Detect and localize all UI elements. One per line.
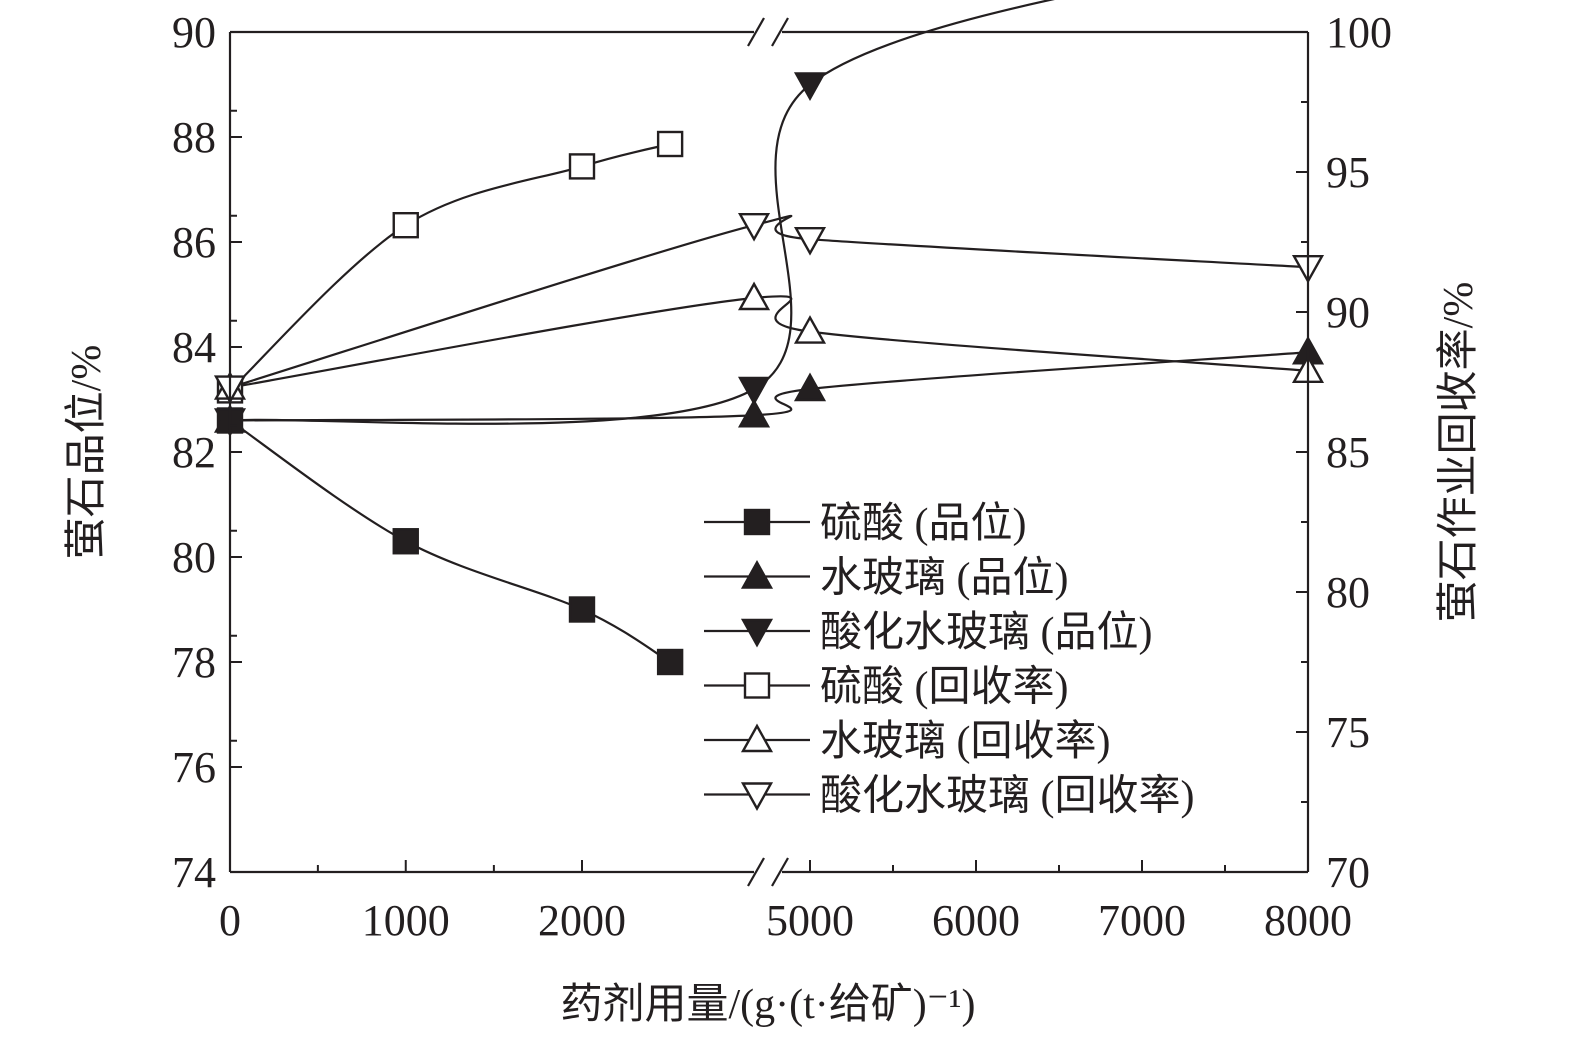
- y-right-tick-label: 100: [1326, 8, 1392, 57]
- y-left-tick-label: 88: [172, 113, 216, 162]
- y-left-tick-label: 86: [172, 218, 216, 267]
- series-line-1: [229, 419, 671, 663]
- series-line-2: [229, 351, 1309, 422]
- x-tick-label: 7000: [1098, 896, 1186, 945]
- legend-label: 硫酸 (品位): [820, 500, 1026, 547]
- plot-frame: [228, 17, 1310, 887]
- x-tick-label: 5000: [766, 896, 854, 945]
- data-point-series-1: [656, 648, 684, 676]
- legend-marker: [743, 508, 771, 536]
- y-right-tick-label: 85: [1326, 428, 1370, 477]
- data-point-series-5: [737, 281, 771, 311]
- x-tick-label: 2000: [538, 896, 626, 945]
- legend-label: 酸化水玻璃 (回收率): [820, 773, 1194, 820]
- data-point-series-1: [568, 596, 596, 623]
- y-axis-title-right: 萤石作业回收率/%: [1435, 282, 1482, 623]
- y-left-tick-label: 84: [172, 323, 216, 372]
- y-left-tick-label: 90: [172, 8, 216, 57]
- x-tick-label: 0: [219, 896, 241, 945]
- data-point-series-2: [737, 398, 771, 428]
- data-point-series-4: [656, 130, 684, 158]
- x-axis-title: 药剂用量/(g·(t·给矿)⁻¹): [560, 982, 975, 1028]
- data-point-series-2: [793, 372, 827, 402]
- series-line-5: [229, 295, 1309, 389]
- data-point-series-3: [793, 72, 827, 101]
- legend-marker: [743, 672, 771, 699]
- legend-marker: [740, 723, 774, 753]
- legend-item: 水玻璃 (回收率): [704, 718, 1110, 765]
- y-axis-title-left: 萤石品位/%: [63, 345, 110, 560]
- y-left-tick-label: 74: [172, 848, 216, 897]
- x-tick-label: 6000: [932, 896, 1020, 945]
- legend-item: 水玻璃 (品位): [704, 555, 1068, 602]
- legend: 硫酸 (品位) 水玻璃 (品位) 酸化水玻璃 (品位) 硫酸 (回收率) 水玻璃 (回收…: [704, 500, 1194, 820]
- series-line-3: [229, 0, 1055, 425]
- legend-label: 水玻璃 (品位): [820, 555, 1068, 602]
- axis-break-bottom: [747, 857, 789, 887]
- legend-label: 硫酸 (回收率): [820, 664, 1068, 711]
- y-right-tick-label: 95: [1326, 148, 1370, 197]
- y-right-tick-label: 75: [1326, 708, 1370, 757]
- y-right-tick-label: 80: [1326, 568, 1370, 617]
- data-point-series-5: [793, 315, 827, 344]
- y-right-tick-label: 70: [1326, 848, 1370, 897]
- data-point-series-4: [568, 153, 596, 180]
- plot-markers: [213, 72, 1325, 676]
- y-left-tick-label: 78: [172, 638, 216, 687]
- legend-item: 硫酸 (回收率): [704, 664, 1068, 711]
- legend-label: 水玻璃 (回收率): [820, 718, 1110, 765]
- legend-item: 硫酸 (品位): [704, 500, 1026, 547]
- y-right-tick-label: 90: [1326, 288, 1370, 337]
- legend-marker: [740, 560, 774, 589]
- legend-label: 酸化水玻璃 (品位): [820, 609, 1152, 656]
- x-tick-label: 8000: [1264, 896, 1352, 945]
- series-line-6: [229, 214, 1309, 389]
- legend-marker: [740, 618, 774, 648]
- data-point-series-1: [392, 528, 419, 555]
- x-tick-label: 1000: [362, 896, 450, 945]
- data-point-series-6: [793, 226, 827, 256]
- legend-item: 酸化水玻璃 (品位): [704, 609, 1152, 656]
- y-left-tick-label: 80: [172, 533, 216, 582]
- series-line-4: [229, 142, 671, 392]
- y-left-tick-label: 82: [172, 428, 216, 477]
- data-point-series-3: [737, 376, 771, 406]
- y-left-tick-label: 76: [172, 743, 216, 792]
- data-point-series-4: [392, 211, 419, 239]
- legend-item: 酸化水玻璃 (回收率): [704, 773, 1194, 820]
- legend-marker: [740, 782, 774, 811]
- data-point-series-6: [737, 212, 771, 242]
- axis-break-top: [747, 17, 789, 47]
- plot-lines: [229, 0, 1309, 663]
